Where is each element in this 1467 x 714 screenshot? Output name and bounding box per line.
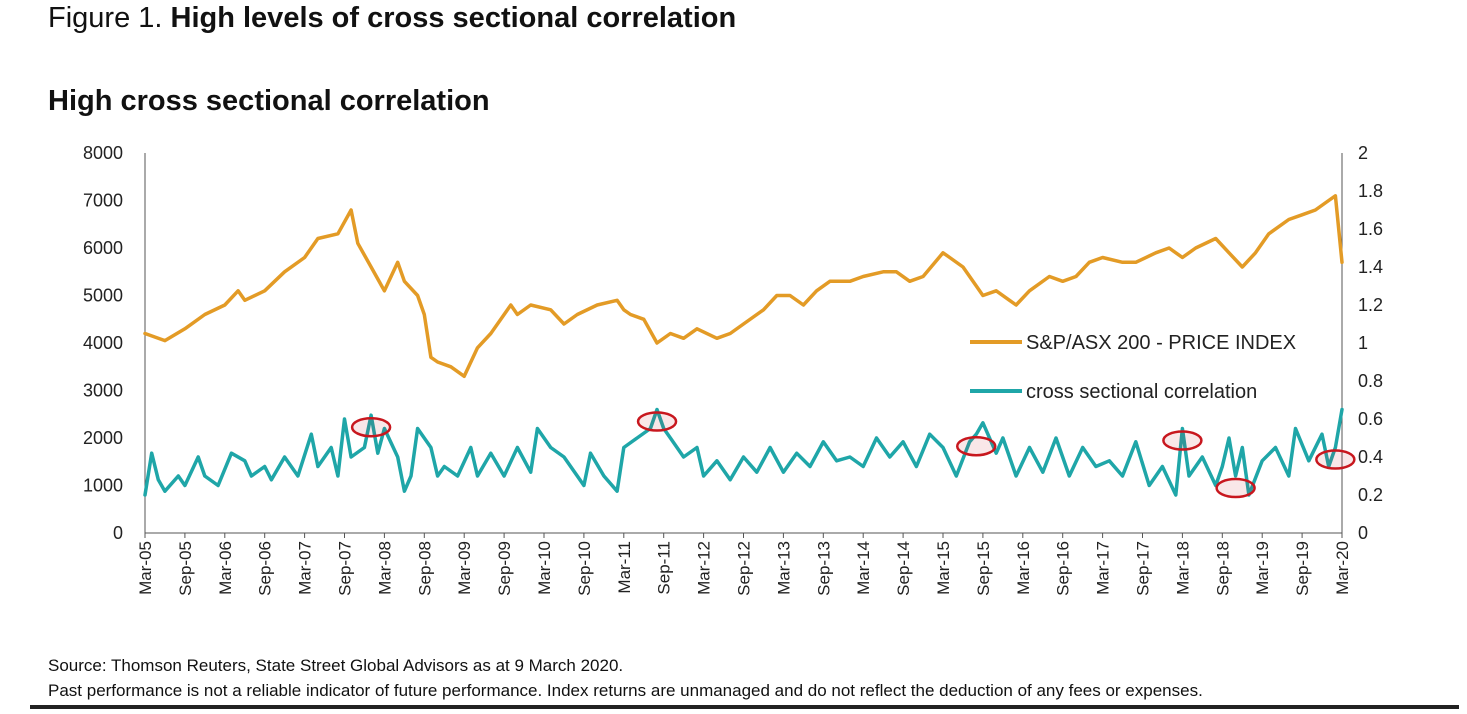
highlight-ellipse (636, 411, 678, 432)
left-axis-tick-label: 5000 (83, 286, 123, 306)
figure-title: Figure 1. High levels of cross sectional… (48, 2, 736, 35)
x-axis-tick-label: Mar-17 (1094, 541, 1113, 595)
right-axis-tick-label: 1.8 (1358, 181, 1383, 201)
right-axis-tick-label: 1.2 (1358, 295, 1383, 315)
right-axis-tick-label: 0.6 (1358, 409, 1383, 429)
left-axis-tick-label: 7000 (83, 191, 123, 211)
x-axis-tick-label: Sep-06 (256, 541, 275, 596)
x-axis-tick-label: Mar-15 (934, 541, 953, 595)
x-axis-tick-label: Sep-14 (894, 541, 913, 596)
x-axis-tick-label: Mar-18 (1173, 541, 1192, 595)
right-axis-tick-label: 0 (1358, 523, 1368, 543)
left-axis-tick-label: 0 (113, 523, 123, 543)
x-axis-tick-label: Mar-14 (854, 541, 873, 595)
x-axis-tick-label: Mar-10 (535, 541, 554, 595)
left-axis-tick-label: 8000 (83, 143, 123, 163)
legend-label: S&P/ASX 200 - PRICE INDEX (1026, 332, 1296, 354)
right-axis-tick-label: 0.4 (1358, 447, 1383, 467)
x-axis-tick-label: Sep-13 (814, 541, 833, 596)
x-axis-tick-label: Mar-07 (296, 541, 315, 595)
highlight-ellipse (1162, 430, 1203, 451)
x-axis-tick-label: Mar-13 (774, 541, 793, 595)
right-axis-tick-label: 0.2 (1358, 485, 1383, 505)
right-axis-ticks: 0 0.2 0.4 0.6 0.8 1 1.2 1.4 1.6 1.8 2 (1358, 143, 1383, 543)
x-axis-tick-label: Sep-11 (655, 541, 674, 595)
x-axis-tick-label: Mar-09 (455, 541, 474, 595)
left-axis-tick-label: 3000 (83, 381, 123, 401)
x-axis-tick-label: Sep-05 (176, 541, 195, 596)
highlight-ellipse (1215, 477, 1256, 499)
right-axis-tick-label: 2 (1358, 143, 1368, 163)
x-axis-tick-label: Mar-11 (615, 541, 634, 594)
left-axis-ticks: 0 1000 2000 3000 4000 5000 6000 7000 8000 (83, 143, 123, 543)
x-axis-tick-label: Sep-10 (575, 541, 594, 596)
left-axis-tick-label: 2000 (83, 428, 123, 448)
disclaimer-note: Past performance is not a reliable indic… (48, 681, 1203, 700)
x-axis-tick-label: Sep-16 (1054, 541, 1073, 596)
x-axis-tick-label: Sep-12 (735, 541, 754, 596)
x-axis-tick-label: Mar-08 (375, 541, 394, 595)
highlight-layer (350, 411, 1356, 499)
x-axis-tick-label: Mar-20 (1333, 541, 1352, 595)
highlight-ellipse (1315, 449, 1356, 470)
x-axis-tick-label: Mar-19 (1253, 541, 1272, 595)
highlight-ellipse (956, 435, 997, 457)
x-axis-tick-label: Sep-17 (1134, 541, 1153, 596)
x-axis-tick-label: Sep-08 (415, 541, 434, 596)
x-axis-tick-label: Sep-18 (1213, 541, 1232, 596)
right-axis-tick-label: 1.4 (1358, 257, 1383, 277)
x-axis-ticks: Mar-05 Sep-05 Mar-06 Sep-06 Mar-07 Sep-07 Mar-… (136, 533, 1352, 596)
highlight-ellipse (350, 416, 392, 438)
x-axis-tick-label: Sep-15 (974, 541, 993, 596)
chart-canvas: 0 1000 2000 3000 4000 5000 6000 7000 8000 0 0.2 0.… (83, 143, 1383, 596)
x-axis-tick-label: Mar-16 (1014, 541, 1033, 595)
left-axis-tick-label: 4000 (83, 333, 123, 353)
right-axis-tick-label: 0.8 (1358, 371, 1383, 391)
left-axis-tick-label: 1000 (83, 476, 123, 496)
x-axis-tick-label: Mar-12 (695, 541, 714, 595)
figure-number: Figure 1. (48, 2, 163, 34)
figure-heading: High levels of cross sectional correlati… (170, 2, 737, 34)
x-axis-tick-label: Sep-07 (336, 541, 355, 596)
x-axis-tick-label: Mar-05 (136, 541, 155, 595)
legend-label: cross sectional correlation (1026, 381, 1257, 403)
bottom-rule (30, 705, 1459, 709)
series-layer (143, 194, 1344, 497)
chart-legend: S&P/ASX 200 - PRICE INDEX cross sectional… (970, 332, 1296, 403)
x-axis-tick-label: Sep-19 (1293, 541, 1312, 596)
right-axis-tick-label: 1.6 (1358, 219, 1383, 239)
index-series-line (143, 194, 1344, 379)
right-axis-tick-label: 1 (1358, 333, 1368, 353)
x-axis-tick-label: Sep-09 (495, 541, 514, 596)
x-axis-tick-label: Mar-06 (216, 541, 235, 595)
source-note: Source: Thomson Reuters, State Street Gl… (48, 656, 624, 675)
left-axis-tick-label: 6000 (83, 238, 123, 258)
correlation-series-line (143, 407, 1344, 497)
chart-title: High cross sectional correlation (48, 85, 490, 117)
